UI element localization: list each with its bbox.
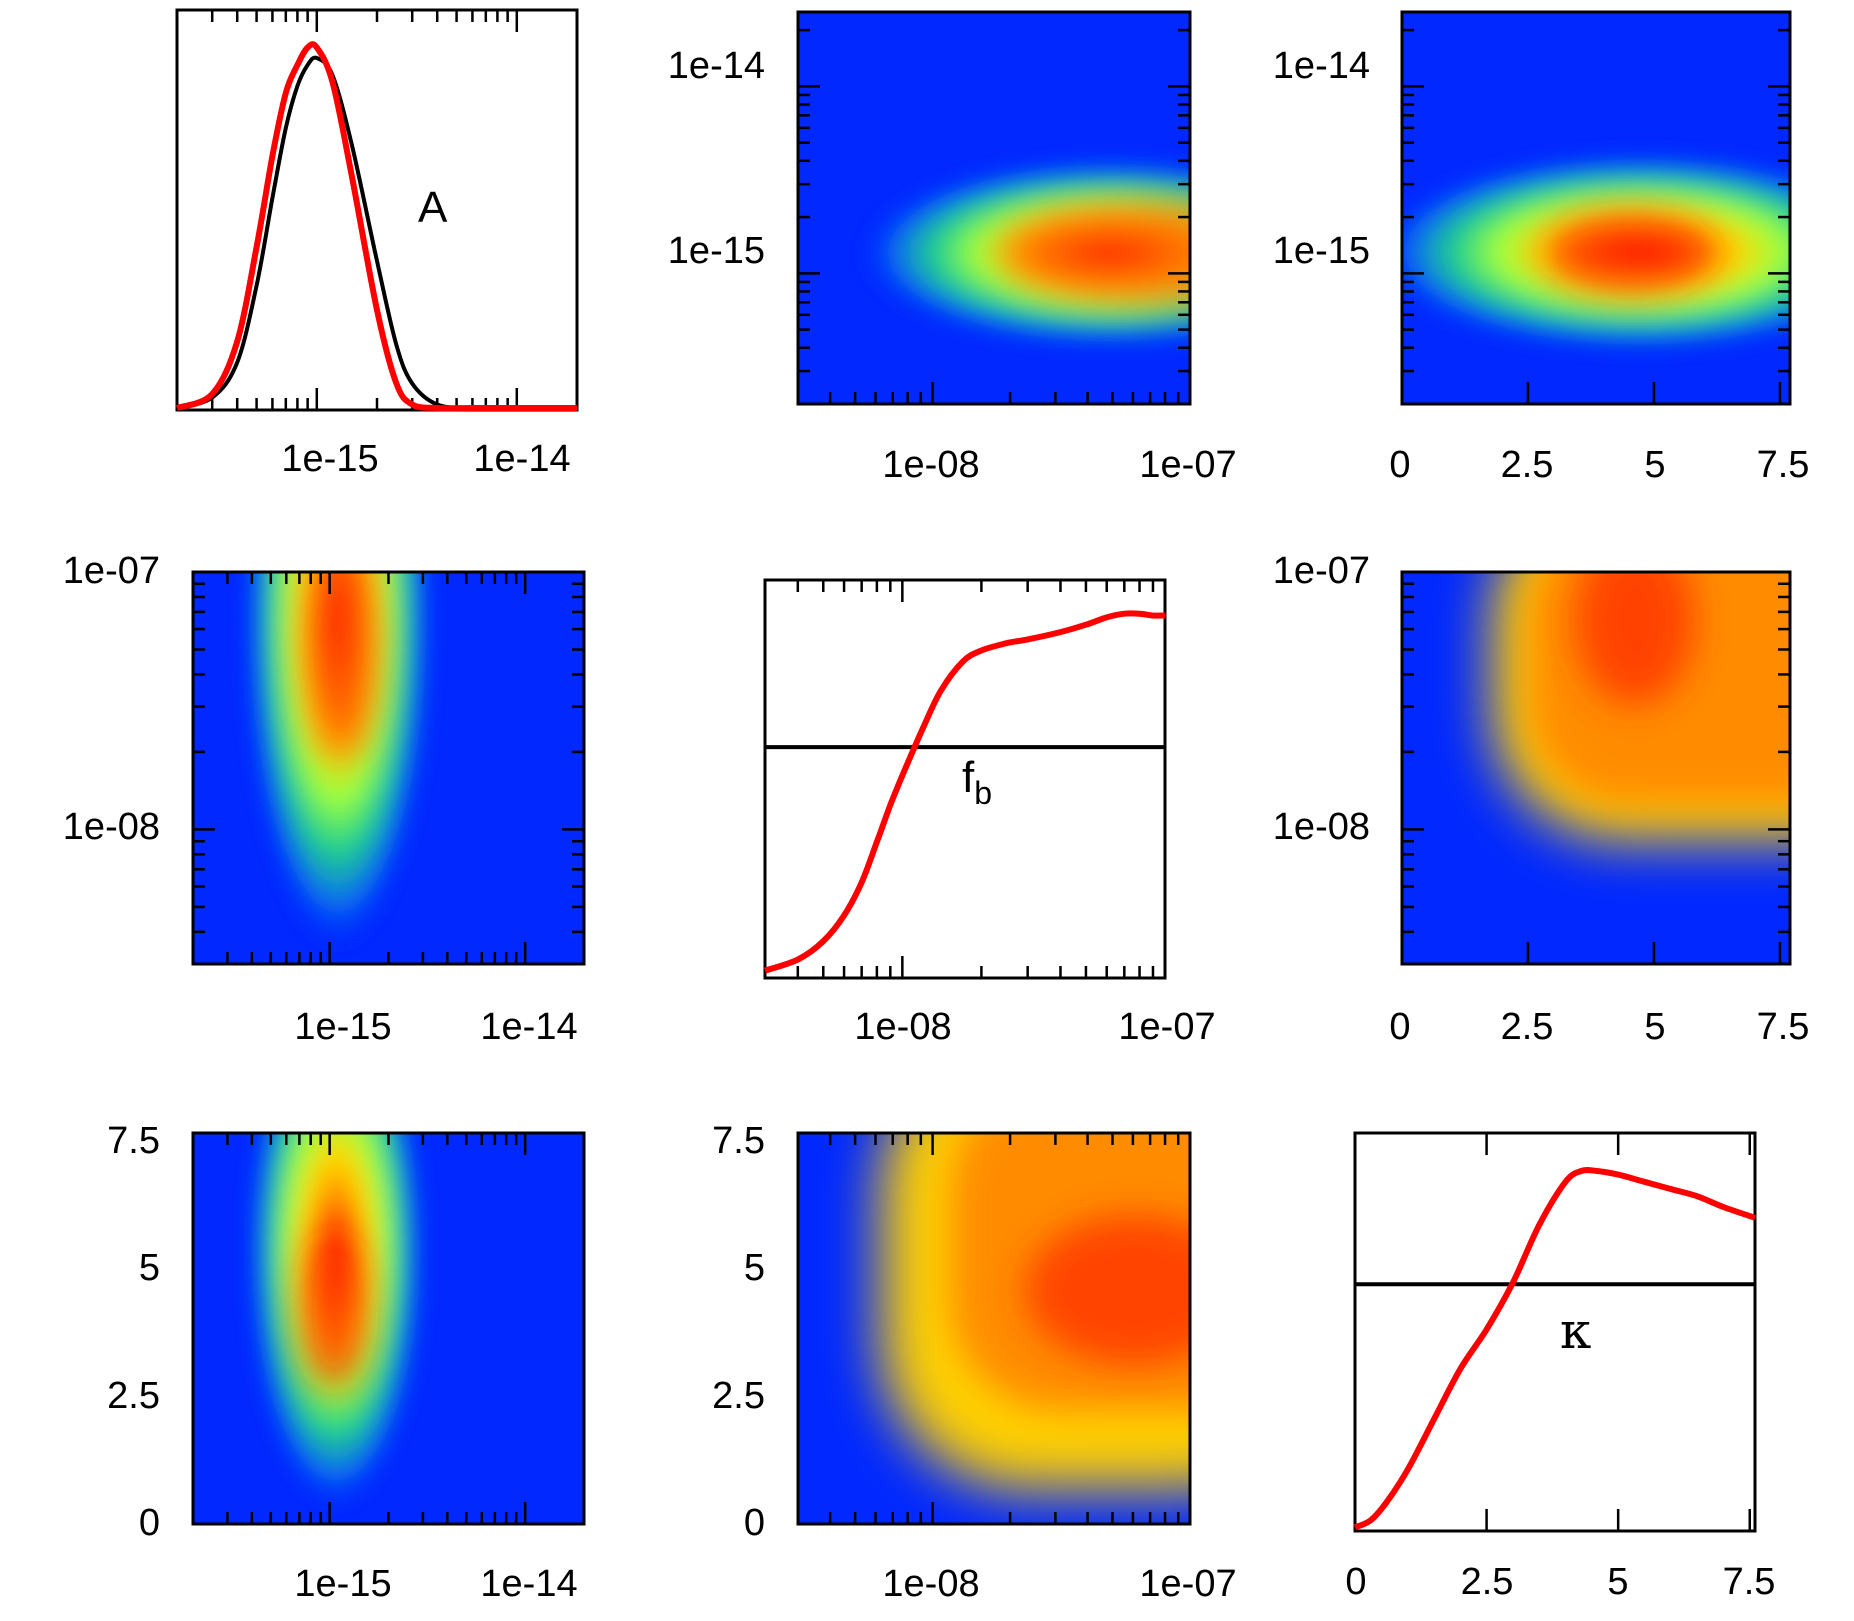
histogram-fb-xtick-1: 1e-08 <box>854 1006 951 1048</box>
heatmap-A-kappa-ytick-1: 7.5 <box>107 1120 160 1162</box>
heatmap-fb-kappa-xtick-2: 1e-07 <box>1139 1563 1236 1605</box>
heatmap-kappa-A-ytick-2: 1e-15 <box>1273 230 1370 272</box>
heatmap-fb-kappa-ytick-3: 2.5 <box>712 1375 765 1417</box>
heatmap-kappa-A-xtick-1: 0 <box>1389 444 1410 486</box>
heatmap-A-kappa-ytick-2: 5 <box>139 1247 160 1289</box>
histogram-kappa-xtick-3: 5 <box>1607 1561 1628 1603</box>
histogram-A-prior-curve <box>176 55 577 411</box>
heatmap-A-fb-xtick-2: 1e-14 <box>480 1006 577 1048</box>
heatmap-fb-kappa-peak <box>1025 1215 1190 1365</box>
histogram-fb-frame <box>763 578 1167 980</box>
heatmap-A-kappa-xtick-2: 1e-14 <box>480 1563 577 1605</box>
heatmap-A-kappa-peak <box>302 1230 366 1390</box>
histogram-kappa-xtick-2: 2.5 <box>1461 1561 1514 1603</box>
heatmap-fb-A-xtick-1: 1e-08 <box>882 444 979 486</box>
heatmap-fb-kappa-ytick-1: 7.5 <box>712 1120 765 1162</box>
heatmap-fb-A-xtick-2: 1e-07 <box>1139 444 1236 486</box>
heatmap-kappa-fb-ytick-2: 1e-08 <box>1273 806 1370 848</box>
heatmap-kappa-fb-mid <box>1528 572 1790 805</box>
heatmap-kappa-vs-fb-panel: 1e-07 1e-08 0 2.5 5 7.5 <box>1273 550 1810 1048</box>
histogram-kappa-xtick-4: 7.5 <box>1723 1561 1776 1603</box>
heatmap-A-fb-xtick-1: 1e-15 <box>294 1006 391 1048</box>
heatmap-A-kappa-xtick-1: 1e-15 <box>294 1563 391 1605</box>
heatmap-A-kappa-ytick-3: 2.5 <box>107 1375 160 1417</box>
heatmap-fb-A-peak <box>1000 203 1190 303</box>
histogram-fb-label: fb <box>962 753 992 811</box>
heatmap-kappa-fb-peak <box>1575 572 1695 705</box>
heatmap-fb-vs-kappa-panel: 7.5 5 2.5 0 1e-08 1e-07 <box>712 1120 1236 1605</box>
histogram-A-xtick-2: 1e-14 <box>473 438 570 480</box>
heatmap-kappa-fb-xtick-4: 7.5 <box>1757 1006 1810 1048</box>
heatmap-fb-kappa-frame <box>796 1131 1192 1526</box>
histogram-fb-panel: fb 1e-08 1e-07 <box>763 578 1216 1048</box>
heatmap-kappa-fb-xtick-3: 5 <box>1644 1006 1665 1048</box>
heatmap-kappa-fb-ytick-1: 1e-07 <box>1273 550 1370 592</box>
heatmap-fb-kappa-ytick-4: 0 <box>744 1502 765 1544</box>
histogram-kappa-panel: κ 0 2.5 5 7.5 <box>1345 1131 1776 1603</box>
heatmap-A-fb-density <box>243 572 433 950</box>
heatmap-fb-A-ytick-2: 1e-15 <box>668 230 765 272</box>
heatmap-A-kappa-ytick-4: 0 <box>139 1502 160 1544</box>
histogram-kappa-xtick-1: 0 <box>1345 1561 1366 1603</box>
heatmap-kappa-fb-xtick-2: 2.5 <box>1501 1006 1554 1048</box>
heatmap-kappa-A-ytick-1: 1e-14 <box>1273 45 1370 87</box>
histogram-A-label: A <box>418 183 448 232</box>
histogram-A-posterior-curve <box>175 41 577 412</box>
heatmap-kappa-fb-xtick-1: 0 <box>1389 1006 1410 1048</box>
heatmap-kappa-A-peak <box>1545 213 1715 293</box>
heatmap-kappa-A-xtick-2: 2.5 <box>1501 444 1554 486</box>
heatmap-A-vs-kappa-panel: 7.5 5 2.5 0 1e-15 1e-14 <box>107 1120 586 1605</box>
histogram-A-panel: A 1e-15 1e-14 <box>175 8 579 480</box>
heatmap-kappa-A-xtick-4: 7.5 <box>1757 444 1810 486</box>
histogram-kappa-frame <box>1353 1131 1757 1533</box>
heatmap-A-fb-ytick-1: 1e-07 <box>63 550 160 592</box>
heatmap-kappa-vs-A-panel: 1e-14 1e-15 0 2.5 5 7.5 <box>1273 10 1810 486</box>
heatmap-fb-vs-A-panel: 1e-14 1e-15 1e-08 1e-07 <box>668 10 1237 486</box>
histogram-kappa-posterior-curve <box>1353 1167 1756 1531</box>
heatmap-kappa-A-xtick-3: 5 <box>1644 444 1665 486</box>
histogram-fb-xtick-2: 1e-07 <box>1118 1006 1215 1048</box>
heatmap-kappa-fb-frame <box>1400 570 1792 966</box>
histogram-A-xtick-1: 1e-15 <box>281 438 378 480</box>
heatmap-A-fb-ytick-2: 1e-08 <box>63 806 160 848</box>
heatmap-fb-A-ytick-1: 1e-14 <box>668 45 765 87</box>
histogram-fb-posterior-curve <box>764 610 1166 974</box>
heatmap-fb-kappa-xtick-1: 1e-08 <box>882 1563 979 1605</box>
heatmap-A-vs-fb-panel: 1e-07 1e-08 1e-15 1e-14 <box>63 550 586 1048</box>
heatmap-fb-A-frame <box>796 10 1192 406</box>
heatmap-fb-kappa-ytick-2: 5 <box>744 1247 765 1289</box>
heatmap-A-fb-peak <box>308 572 376 760</box>
heatmap-kappa-A-frame <box>1400 10 1792 406</box>
histogram-kappa-label: κ <box>1560 1302 1591 1360</box>
